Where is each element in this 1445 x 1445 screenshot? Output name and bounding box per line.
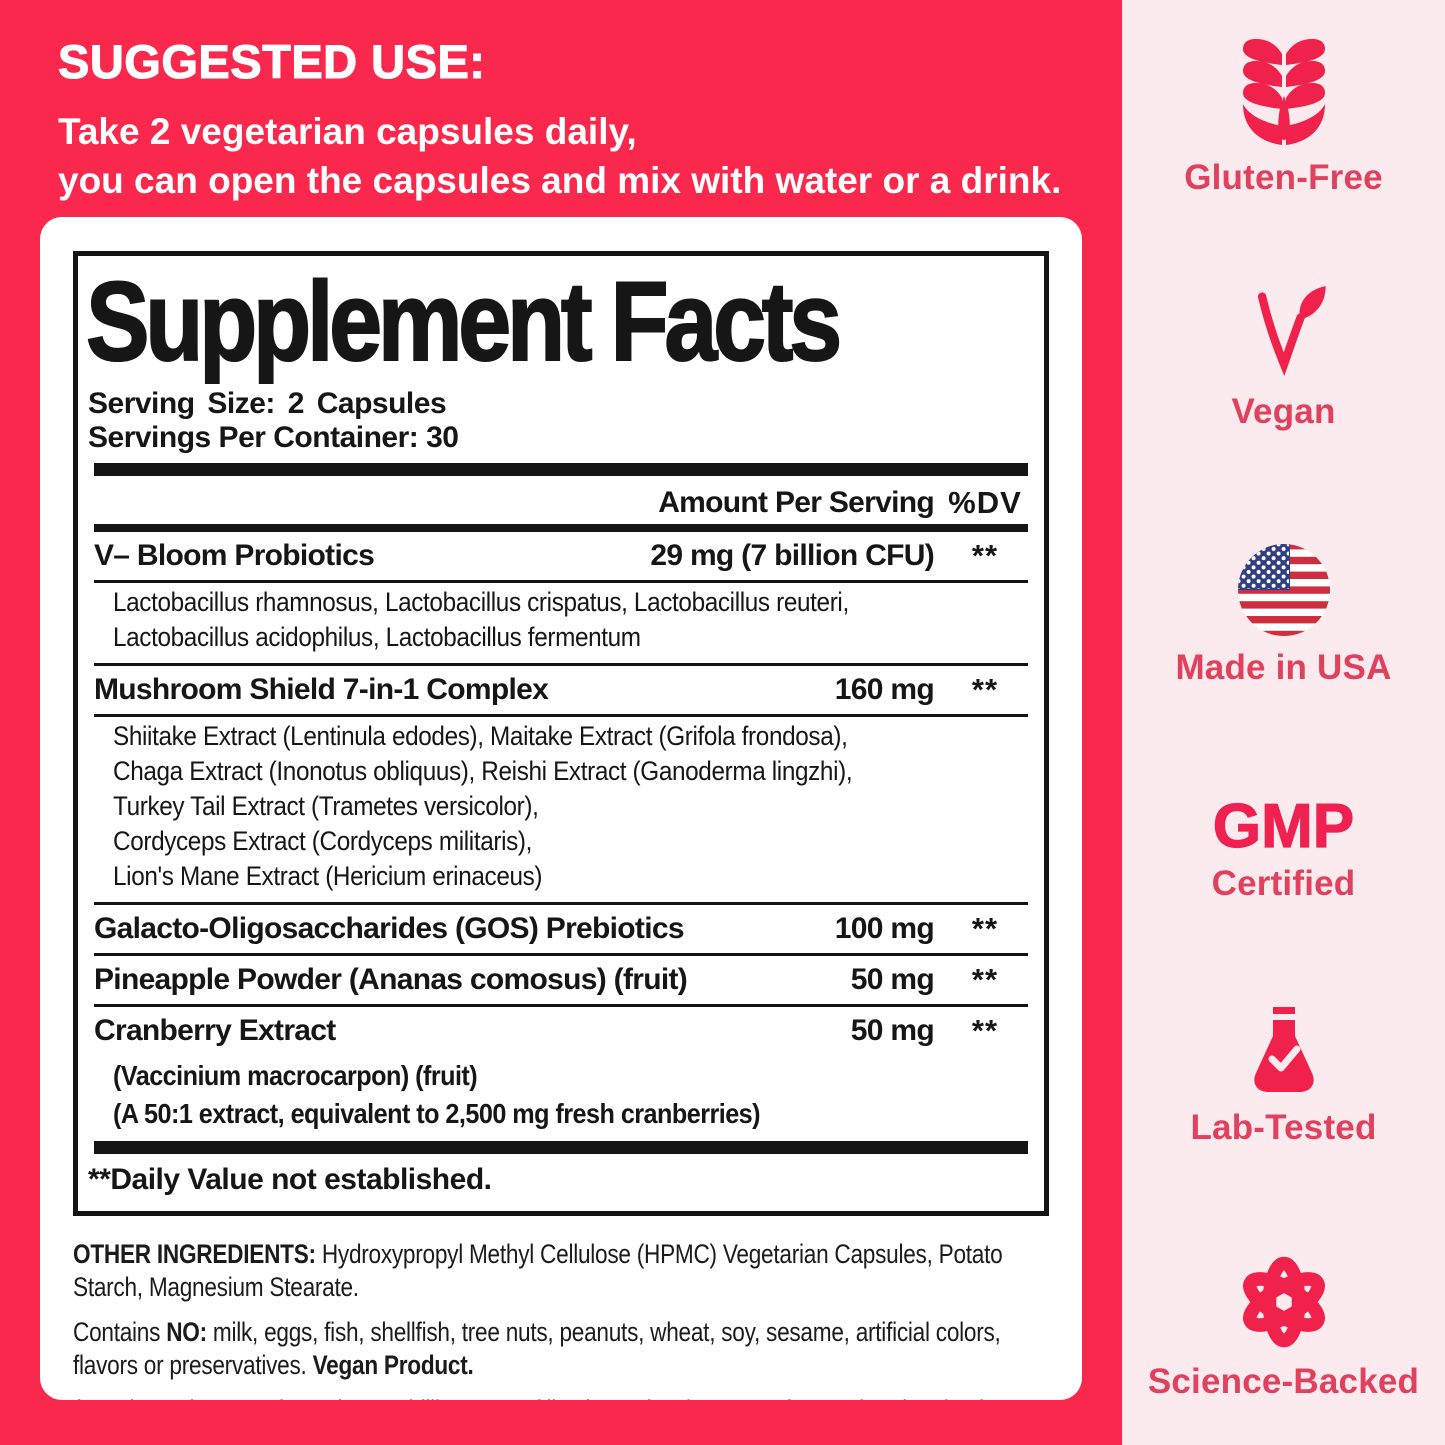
lab-flask-check-icon [1253, 1007, 1314, 1092]
sub-ingredient-line: Cordyceps Extract (Cordyceps militaris), [113, 826, 533, 857]
sub-ingredient-line: Shiitake Extract (Lentinula edodes), Mai… [113, 721, 848, 752]
ingredient-name: V– Bloom Probiotics [94, 539, 375, 573]
divider-hairline [94, 1004, 1028, 1008]
contains-no-label: NO: [166, 1317, 207, 1348]
badge-label: Certified [1211, 864, 1356, 903]
ingredient-row: Pineapple Powder (Ananas comosus) (fruit… [78, 956, 1044, 1004]
vegan-product-label: Vegan Product. [312, 1350, 474, 1381]
badge-lab-tested: Lab-Tested [1122, 1002, 1445, 1148]
other-ingredients-paragraph: OTHER INGREDIENTS: Hydroxypropyl Methyl … [73, 1238, 1049, 1304]
ingredient-row: Galacto-Oligosaccharides (GOS) Prebiotic… [78, 905, 1044, 953]
ingredient-amount: 100 mg [834, 912, 935, 946]
ingredient-row: Mushroom Shield 7-in-1 Complex 160 mg ** [78, 666, 1044, 714]
badge-sidebar: Gluten-Free Vegan [1122, 0, 1445, 1445]
ingredient-name: Pineapple Powder (Ananas comosus) (fruit… [94, 963, 688, 997]
ingredient-amount: 50 mg [850, 1014, 935, 1048]
ingredient-dv: ** [971, 962, 999, 998]
ingredient-row: V– Bloom Probiotics 29 mg (7 billion CFU… [78, 532, 1044, 580]
ingredient-amount: 50 mg [850, 963, 935, 997]
badge-science-backed: Science-Backed [1122, 1252, 1445, 1402]
other-ingredients-label: OTHER INGREDIENTS: [73, 1239, 316, 1270]
suggested-use-title: SUGGESTED USE: [57, 34, 486, 88]
badge-label: Made in USA [1175, 648, 1392, 687]
serving-info: Serving Size: 2 Capsules Servings Per Co… [88, 387, 1044, 455]
badge-label: Gluten-Free [1184, 158, 1383, 197]
sub-ingredient-line: Chaga Extract (Inonotus obliquus), Reish… [113, 756, 853, 787]
sub-ingredient-line: (Vaccinium macrocarpon) (fruit) [113, 1060, 478, 1092]
ingredient-dv: ** [971, 1013, 999, 1049]
ingredient-row: Cranberry Extract 50 mg ** [78, 1007, 1044, 1055]
ingredient-amount: 29 mg (7 billion CFU) [650, 539, 934, 573]
facts-header-row: Amount Per Serving %DV [78, 476, 1044, 524]
supplement-facts-card: Supplement Facts Serving Size: 2 Capsule… [40, 217, 1082, 1400]
divider-thick [94, 463, 1028, 477]
divider-hairline [94, 902, 1028, 906]
divider-hairline [94, 580, 1028, 584]
divider-hairline [94, 663, 1028, 667]
sub-ingredient-line: Turkey Tail Extract (Trametes versicolor… [113, 791, 539, 822]
ingredient-name: Galacto-Oligosaccharides (GOS) Prebiotic… [94, 912, 685, 946]
contains-no-paragraph: Contains NO: milk, eggs, fish, shellfish… [73, 1316, 1049, 1382]
badge-label: Science-Backed [1147, 1362, 1420, 1401]
badge-label: Vegan [1231, 392, 1336, 431]
suggested-use-line1: Take 2 vegetarian capsules daily, [58, 111, 637, 152]
ingredient-name: Cranberry Extract [94, 1014, 336, 1048]
divider-hairline [94, 714, 1028, 718]
ingredient-dv: ** [971, 911, 999, 947]
ingredient-dv: ** [971, 538, 999, 574]
contains-no-text: milk, eggs, fish, shellfish, tree nuts, … [73, 1317, 1001, 1381]
servings-per-container: Servings Per Container: 30 [88, 421, 459, 455]
vegan-v-leaf-icon [1257, 286, 1326, 376]
ingredient-dv: ** [971, 672, 999, 708]
serving-size: Serving Size: 2 Capsules [88, 387, 447, 421]
sub-ingredient-line: Lactobacillus acidophilus, Lactobacillus… [113, 622, 641, 653]
badge-gmp-certified: GMP Certified [1122, 792, 1445, 904]
divider-thick [94, 1141, 1028, 1155]
daily-value-footnote: **Daily Value not established. [88, 1163, 492, 1197]
gmp-monogram: GMP [1212, 792, 1355, 861]
badge-vegan: Vegan [1122, 282, 1445, 432]
supplement-facts-title: Supplement Facts [85, 259, 843, 384]
badge-gluten-free: Gluten-Free [1122, 38, 1445, 198]
suggested-use-line2: you can open the capsules and mix with w… [58, 160, 1062, 201]
wheat-icon [1242, 39, 1325, 145]
cfu-note-text: † Each serving contains at least 7 billi… [73, 1394, 1045, 1400]
cfu-note-paragraph: † Each serving contains at least 7 billi… [73, 1394, 1049, 1400]
other-ingredients-text: Hydroxypropyl Methyl Cellulose (HPMC) Ve… [73, 1239, 1003, 1303]
sub-ingredient-line: (A 50:1 extract, equivalent to 2,500 mg … [113, 1098, 761, 1130]
ingredient-sublist: (Vaccinium macrocarpon) (fruit) (A 50:1 … [78, 1055, 1044, 1141]
ingredient-sublist: Shiitake Extract (Lentinula edodes), Mai… [78, 717, 1044, 902]
ingredient-amount: 160 mg [834, 673, 935, 707]
suggested-use-section: SUGGESTED USE: Take 2 vegetarian capsule… [57, 34, 1098, 205]
divider-medium [94, 524, 1028, 533]
supplement-facts-box: Supplement Facts Serving Size: 2 Capsule… [73, 251, 1049, 1217]
ingredient-name: Mushroom Shield 7-in-1 Complex [94, 673, 549, 707]
divider-hairline [94, 953, 1028, 957]
usa-flag-icon [1237, 544, 1330, 636]
atom-icon [1242, 1256, 1325, 1348]
badge-label: Lab-Tested [1190, 1108, 1377, 1147]
sub-ingredient-line: Lactobacillus rhamnosus, Lactobacillus c… [113, 587, 849, 618]
ingredient-sublist: Lactobacillus rhamnosus, Lactobacillus c… [78, 583, 1044, 663]
dv-header: %DV [948, 485, 1022, 521]
sub-ingredient-line: Lion's Mane Extract (Hericium erinaceus) [113, 861, 543, 892]
contains-prefix: Contains [73, 1317, 167, 1348]
amount-per-serving-header: Amount Per Serving [658, 486, 934, 520]
badge-made-in-usa: Made in USA [1122, 542, 1445, 688]
